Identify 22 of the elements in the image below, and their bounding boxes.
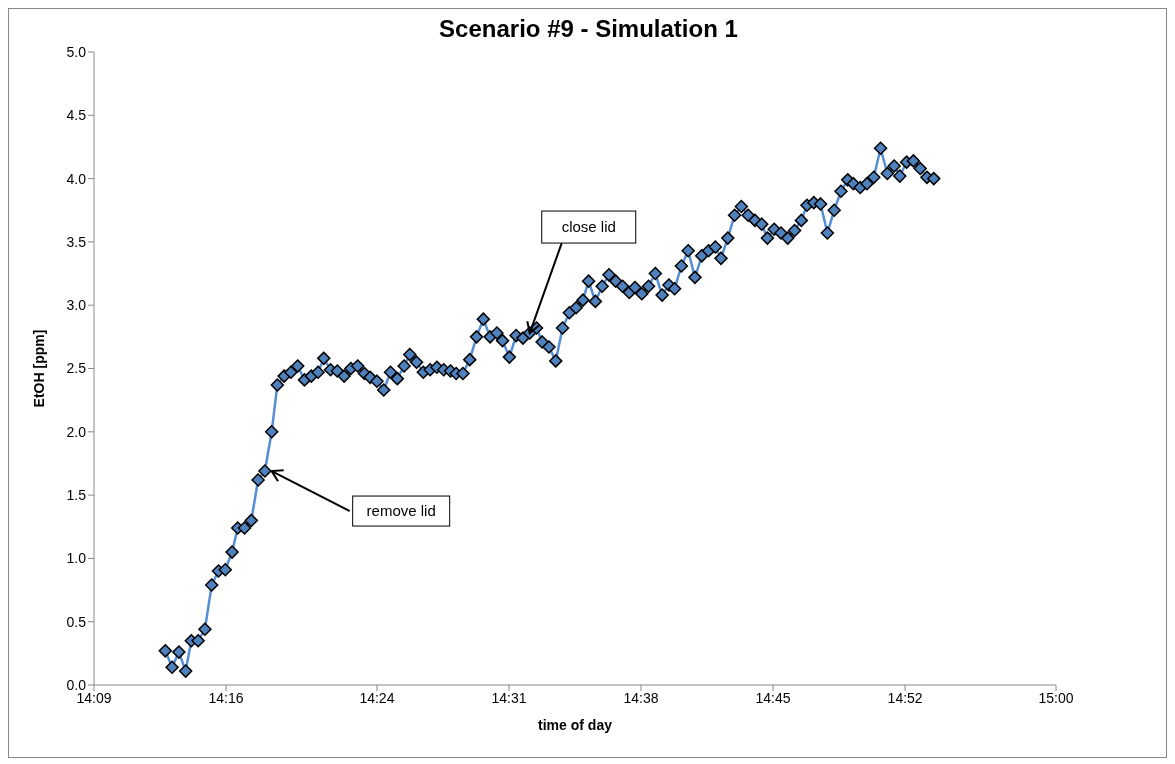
x-tick-label: 14:52 [887,689,923,706]
x-tick-label: 14:31 [491,689,527,706]
x-tick-label: 14:24 [359,689,395,706]
y-tick-label: 2.0 [66,423,87,440]
y-tick-label: 1.0 [66,550,87,567]
y-tick-label: 3.5 [66,233,87,250]
x-tick-label: 14:45 [755,689,791,706]
y-tick-label: 4.0 [66,170,87,187]
y-axis-title: EtOH [ppm] [30,329,47,408]
x-axis-title: time of day [538,717,613,733]
y-tick-label: 2.5 [66,360,87,377]
annotation: close lid [561,218,616,236]
y-tick-label: 5.0 [66,43,87,60]
y-tick-label: 4.5 [66,107,87,124]
y-tick-label: 3.0 [66,297,87,314]
x-tick-label: 14:38 [623,689,659,706]
x-tick-label: 14:16 [208,689,244,706]
y-tick-label: 1.5 [66,487,87,504]
chart-title: Scenario #9 - Simulation 1 [438,15,739,43]
annotation: remove lid [366,502,436,520]
x-tick-label: 15:00 [1038,689,1074,706]
y-tick-label: 0.5 [66,613,87,630]
